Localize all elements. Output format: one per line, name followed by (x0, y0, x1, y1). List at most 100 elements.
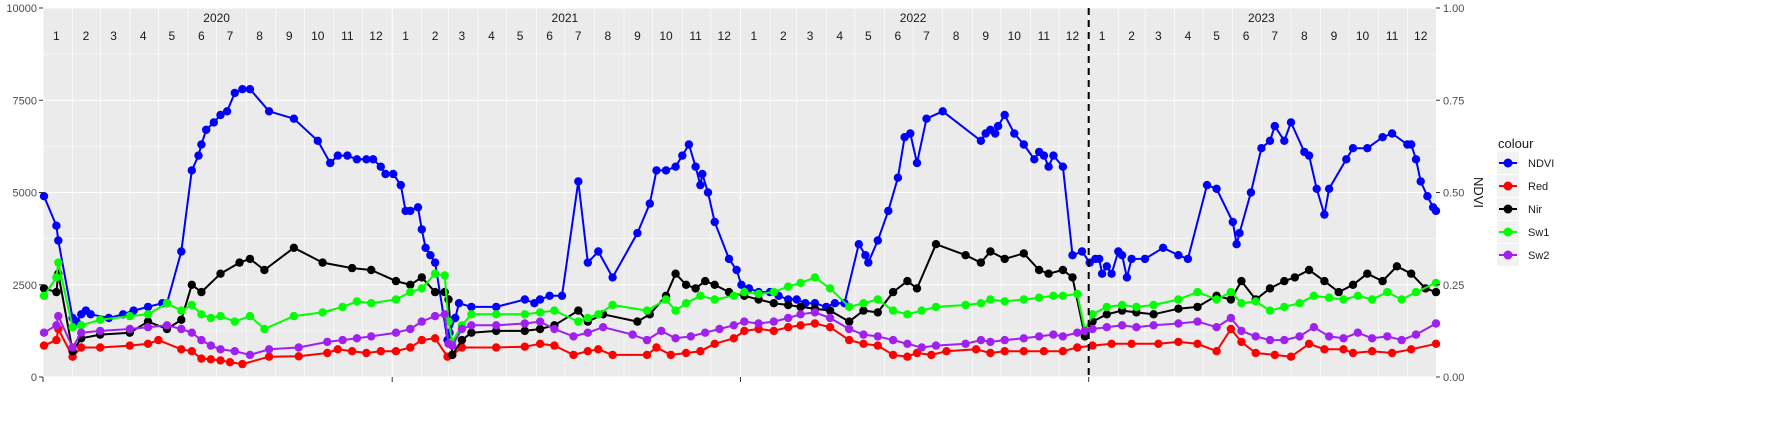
month-label: 10 (659, 29, 673, 43)
month-label: 9 (1331, 29, 1338, 43)
data-point (125, 341, 134, 350)
data-point (912, 284, 922, 293)
data-point (986, 337, 995, 347)
month-label: 4 (836, 29, 843, 43)
data-point (732, 265, 741, 275)
data-point (1117, 321, 1127, 330)
data-point (1367, 347, 1377, 356)
data-point (1140, 254, 1150, 264)
data-point (1058, 347, 1068, 356)
data-point (1407, 269, 1416, 278)
data-point (1367, 295, 1377, 304)
data-point (216, 269, 225, 278)
data-point (1058, 162, 1068, 171)
data-point (884, 206, 893, 216)
data-point (917, 306, 926, 315)
month-label: 5 (168, 29, 175, 43)
month-label: 12 (1066, 29, 1080, 43)
data-point (1304, 265, 1314, 275)
month-label: 3 (807, 29, 814, 43)
data-point (1286, 352, 1296, 361)
data-point (396, 180, 405, 190)
data-point (1000, 347, 1009, 356)
data-point (457, 335, 467, 345)
data-point (1232, 240, 1241, 249)
data-point (326, 158, 335, 168)
data-point (381, 169, 390, 179)
month-label: 1 (1099, 29, 1106, 43)
month-label: 3 (1155, 29, 1162, 43)
data-point (861, 251, 870, 260)
data-point (1034, 293, 1044, 302)
data-point (903, 339, 912, 348)
y-right-tick-label: 0.25 (1443, 280, 1464, 292)
data-point (1193, 317, 1202, 326)
data-point (810, 319, 820, 328)
data-point (938, 107, 947, 116)
y-right-tick-label: 0.75 (1443, 95, 1464, 107)
data-point (417, 225, 426, 234)
data-point (391, 276, 401, 286)
data-point (1000, 110, 1009, 120)
axes: 0 2500 5000 7500 10000 0.00 0.25 0.50 0.75 1.00 (6, 3, 1464, 384)
data-point (245, 254, 255, 264)
data-point (859, 339, 868, 348)
data-point (912, 158, 922, 168)
data-point (729, 334, 738, 343)
data-point (187, 300, 196, 310)
data-point (1295, 299, 1304, 308)
data-point (520, 319, 529, 328)
data-point (343, 151, 352, 160)
data-point (1149, 310, 1158, 319)
data-point (391, 328, 401, 337)
data-point (535, 339, 545, 348)
data-point (1030, 155, 1039, 164)
data-point (1019, 295, 1028, 304)
data-point (583, 347, 592, 356)
data-point (1034, 265, 1044, 275)
data-point (859, 299, 868, 308)
data-point (1251, 297, 1260, 306)
data-point (671, 269, 680, 278)
data-point (430, 311, 440, 321)
data-point (545, 291, 554, 300)
data-point (1392, 262, 1402, 271)
data-point (1407, 140, 1416, 149)
data-point (666, 350, 675, 360)
data-point (1320, 210, 1329, 219)
data-point (796, 278, 805, 288)
series-layer (39, 85, 1441, 369)
month-label: 11 (1386, 29, 1399, 43)
data-point (187, 328, 196, 337)
data-point (492, 302, 501, 312)
data-point (608, 273, 617, 282)
data-point (1174, 295, 1183, 304)
data-point (1058, 265, 1068, 275)
data-point (574, 177, 583, 186)
data-point (681, 299, 691, 308)
data-point (1246, 188, 1256, 197)
data-point (430, 334, 440, 343)
data-point (737, 280, 746, 289)
data-point (796, 302, 805, 312)
data-point (467, 328, 476, 337)
data-point (177, 306, 186, 315)
data-point (1226, 313, 1236, 323)
data-point (39, 192, 49, 201)
y-tick-label: 10000 (6, 3, 37, 15)
data-point (684, 140, 694, 149)
month-label: 8 (604, 29, 611, 43)
data-point (318, 258, 327, 267)
data-point (991, 129, 1000, 138)
data-point (1088, 310, 1097, 319)
data-point (1117, 300, 1127, 310)
data-point (661, 166, 671, 175)
data-point (784, 300, 793, 310)
month-label: 1 (750, 29, 757, 43)
data-point (671, 334, 680, 343)
data-point (1107, 339, 1116, 348)
year-label: 2023 (1248, 11, 1275, 25)
data-point (691, 284, 700, 293)
data-point (367, 332, 376, 341)
